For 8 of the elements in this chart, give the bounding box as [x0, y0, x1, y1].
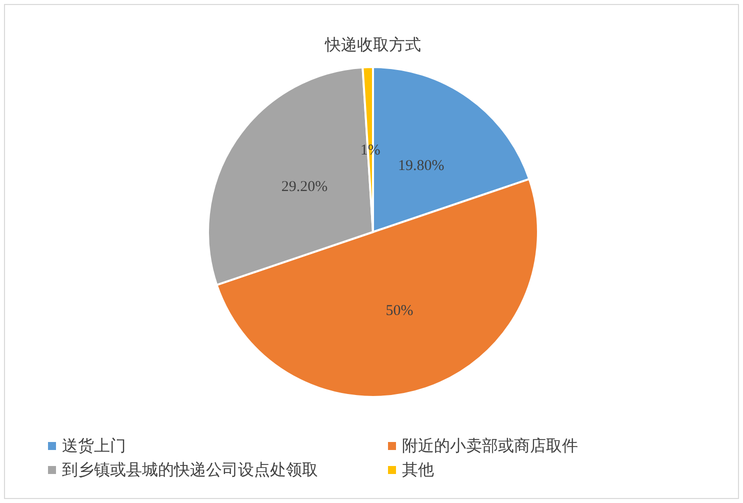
legend-label: 附近的小卖部或商店取件: [402, 437, 578, 455]
legend-label: 送货上门: [62, 437, 126, 455]
data-label: 29.20%: [281, 179, 328, 196]
legend-label: 其他: [402, 461, 434, 479]
data-label: 19.80%: [398, 158, 444, 174]
legend-label: 到乡镇或县城的快递公司设点处领取: [62, 461, 318, 479]
data-label: 50%: [386, 303, 414, 320]
chart-title: 快递收取方式: [324, 36, 421, 54]
